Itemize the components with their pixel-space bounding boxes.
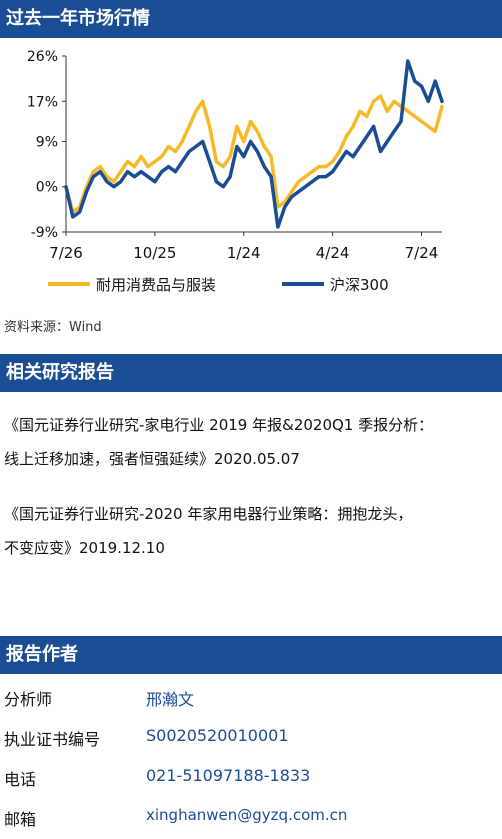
x-tick-label: 7/24 bbox=[405, 244, 439, 262]
related-section-header: 相关研究报告 bbox=[0, 354, 502, 392]
author-license-row: 执业证书编号 S0020520010001 bbox=[4, 716, 498, 756]
related-section-title: 相关研究报告 bbox=[6, 362, 114, 383]
report-title-line1: 《国元证券行业研究-2020 年家用电器行业策略：拥抱龙头， bbox=[4, 505, 413, 523]
chart-axes bbox=[65, 56, 442, 233]
license-number: S0020520010001 bbox=[146, 726, 289, 745]
series-line-consumer-durables bbox=[64, 94, 444, 214]
market-section-title: 过去一年市场行情 bbox=[6, 8, 150, 29]
market-section-header: 过去一年市场行情 bbox=[0, 0, 502, 38]
y-tick-label: 9% bbox=[36, 134, 58, 150]
y-tick-label: 17% bbox=[27, 94, 58, 110]
chart-source: 资料来源：Wind bbox=[4, 320, 102, 335]
y-tick-label: 26% bbox=[27, 49, 58, 65]
chart-lines bbox=[64, 59, 444, 229]
x-tick-label: 7/26 bbox=[49, 244, 83, 262]
phone-number: 021-51097188-1833 bbox=[146, 766, 311, 785]
legend-consumer-durables-label: 耐用消费品与服装 bbox=[96, 276, 216, 294]
x-tick-label: 4/24 bbox=[316, 244, 350, 262]
x-tick-label: 1/24 bbox=[227, 244, 261, 262]
author-analyst-row: 分析师 邢瀚文 bbox=[4, 676, 498, 716]
report-title-line1: 《国元证券行业研究-家电行业 2019 年报&2020Q1 季报分析： bbox=[4, 416, 434, 434]
report-item[interactable]: 《国元证券行业研究-家电行业 2019 年报&2020Q1 季报分析： 线上迁移… bbox=[4, 408, 498, 476]
report-title-line2: 线上迁移加速，强者恒强延续》2020.05.07 bbox=[4, 450, 300, 468]
email-link[interactable]: xinghanwen@gyzq.com.cn bbox=[146, 806, 348, 824]
author-section-header: 报告作者 bbox=[0, 636, 502, 674]
author-phone-row: 电话 021-51097188-1833 bbox=[4, 756, 498, 796]
author-section-title: 报告作者 bbox=[6, 644, 78, 665]
y-tick-label: -9% bbox=[31, 225, 58, 241]
analyst-name: 邢瀚文 bbox=[146, 690, 195, 709]
y-tick-label: 0% bbox=[36, 180, 58, 196]
license-label: 执业证书编号 bbox=[4, 730, 101, 749]
report-title-line2: 不变应变》2019.12.10 bbox=[4, 539, 165, 557]
x-tick-label: 10/25 bbox=[133, 244, 176, 262]
market-performance-chart: 26% 17% 9% 0% -9% 7/26 10/25 1/24 4/24 7/24 耐用消费品… bbox=[27, 49, 444, 294]
phone-label: 电话 bbox=[4, 770, 37, 789]
chart-ticks: 26% 17% 9% 0% -9% 7/26 10/25 1/24 4/24 7/24 bbox=[27, 49, 438, 262]
legend-csi300-label: 沪深300 bbox=[330, 276, 389, 294]
chart-legend: 耐用消费品与服装 沪深300 bbox=[48, 276, 389, 294]
analyst-label: 分析师 bbox=[4, 690, 53, 709]
report-item[interactable]: 《国元证券行业研究-2020 年家用电器行业策略：拥抱龙头， 不变应变》2019… bbox=[4, 497, 498, 565]
email-label: 邮箱 bbox=[4, 810, 37, 829]
author-email-row: 邮箱 xinghanwen@gyzq.com.cn bbox=[4, 796, 498, 836]
series-line-csi300 bbox=[64, 59, 444, 229]
